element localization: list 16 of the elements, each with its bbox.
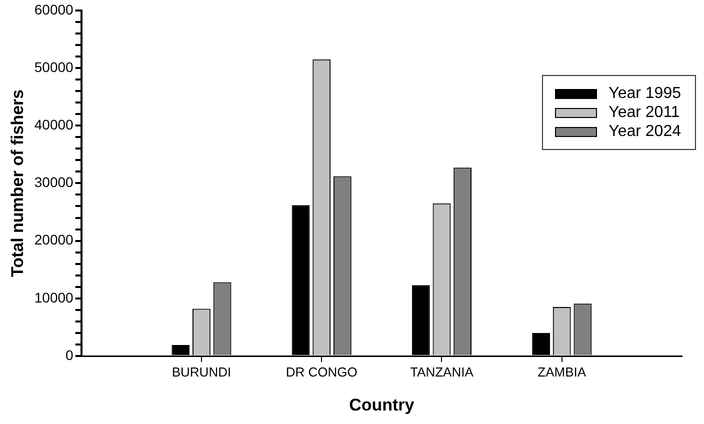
- y-tick-label: 50000: [34, 58, 74, 75]
- y-tick-label: 40000: [34, 116, 74, 132]
- x-tick-label: ZAMBIA: [538, 364, 586, 380]
- x-axis-title: Country: [349, 395, 415, 414]
- legend-label: Year 2011: [608, 104, 680, 122]
- y-tick-label: 60000: [34, 1, 74, 18]
- legend-label: Year 2024: [608, 122, 681, 140]
- x-tick-label: TANZANIA: [410, 364, 474, 380]
- y-tick-label: 0: [66, 346, 74, 363]
- legend-label: Year 1995: [608, 84, 681, 102]
- x-tick-label: DR CONGO: [286, 364, 358, 380]
- y-tick-label: 10000: [34, 289, 74, 306]
- y-tick-label: 20000: [34, 232, 74, 248]
- y-tick-label: 30000: [34, 174, 74, 190]
- x-tick-label: BURUNDI: [172, 364, 232, 380]
- y-axis-title: Total number of fishers: [8, 89, 27, 278]
